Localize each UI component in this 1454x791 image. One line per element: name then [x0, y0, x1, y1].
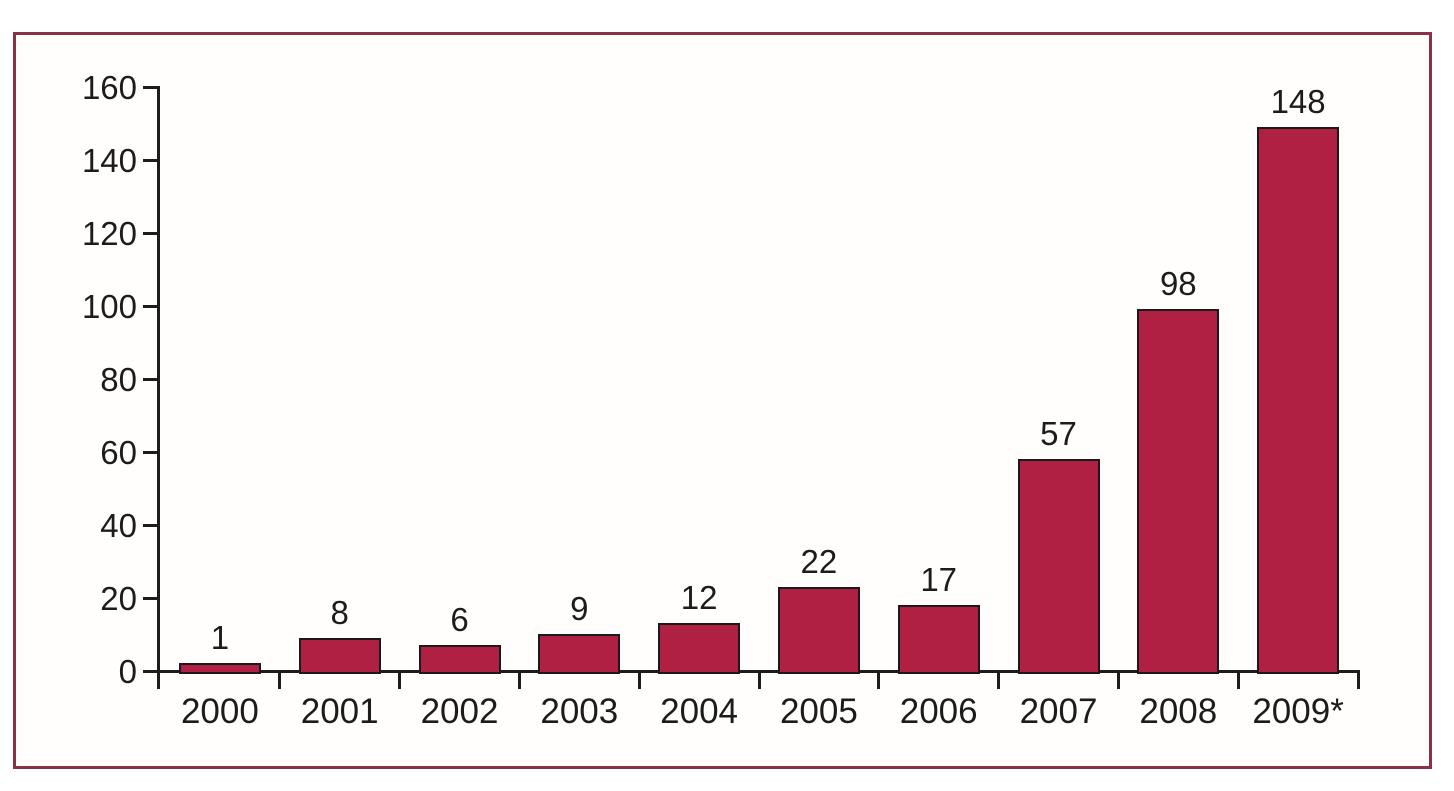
x-axis-tick: [997, 670, 1001, 689]
bar-2007: [1017, 458, 1100, 674]
bar-2004: [658, 623, 741, 674]
x-axis-category-label: 2009*: [1252, 692, 1344, 731]
bar-value-label: 57: [1040, 414, 1077, 452]
bar-2002: [418, 645, 501, 674]
y-axis-tick-label: 100: [81, 288, 137, 325]
y-axis-tick: [143, 524, 157, 527]
x-axis-category-label: 2001: [300, 692, 379, 731]
bar-2001: [298, 637, 381, 674]
bar-2009: [1257, 126, 1340, 674]
y-axis-tick: [143, 305, 157, 308]
bar-value-label: 9: [570, 590, 589, 628]
x-axis-category-label: 2003: [540, 692, 619, 731]
y-axis-tick-label: 60: [100, 434, 137, 471]
bar-value-label: 1: [210, 619, 230, 657]
y-axis-tick-label: 120: [81, 215, 137, 252]
bar-2000: [178, 663, 261, 674]
y-axis-tick-label: 160: [81, 69, 137, 106]
y-axis-line: [157, 86, 160, 689]
bar-value-label: 8: [330, 593, 349, 631]
x-axis-tick: [757, 670, 761, 689]
x-axis-tick: [278, 670, 282, 689]
x-axis-tick: [877, 670, 881, 689]
y-axis-tick: [143, 86, 157, 89]
bar-value-label: 148: [1270, 82, 1326, 120]
x-axis-category-label: 2000: [180, 692, 259, 731]
y-axis-tick: [143, 670, 157, 673]
y-axis-tick: [143, 451, 157, 454]
bar-2003: [538, 634, 621, 674]
bar-2008: [1137, 309, 1220, 674]
bar-value-label: 17: [920, 560, 958, 598]
x-axis-category-label: 2004: [660, 692, 739, 731]
x-axis-tick: [637, 670, 641, 689]
bar-value-label: 22: [800, 542, 838, 580]
y-axis-tick: [143, 378, 157, 381]
x-axis-category-label: 2008: [1139, 692, 1218, 731]
y-axis-tick-label: 80: [100, 361, 137, 398]
x-axis-category-label: 2007: [1019, 692, 1098, 731]
y-axis-tick-label: 20: [100, 580, 137, 617]
bar-value-label: 98: [1159, 265, 1197, 303]
y-axis-tick-label: 40: [100, 507, 137, 544]
x-axis-tick: [1356, 670, 1360, 689]
x-axis-category-label: 2006: [899, 692, 978, 731]
x-axis-category-label: 2002: [420, 692, 499, 731]
y-axis-tick: [143, 159, 157, 162]
y-axis-tick: [143, 597, 157, 600]
y-axis-tick-label: 140: [81, 142, 137, 179]
x-axis-tick: [398, 670, 402, 689]
bar-2006: [897, 604, 980, 674]
x-axis-tick: [517, 670, 521, 689]
x-axis-tick: [1116, 670, 1120, 689]
bar-value-label: 12: [680, 579, 718, 617]
y-axis-tick-label: 0: [118, 653, 137, 690]
y-axis-tick: [143, 232, 157, 235]
x-axis-category-label: 2005: [779, 692, 858, 731]
bar-2005: [777, 586, 860, 674]
bar-value-label: 6: [450, 601, 469, 639]
x-axis-tick: [1236, 670, 1240, 689]
